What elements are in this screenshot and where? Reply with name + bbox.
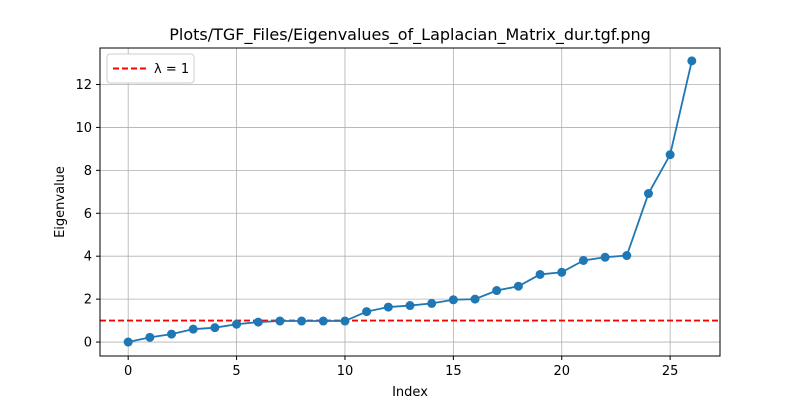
y-tick-label: 2 xyxy=(84,293,92,308)
chart-title: Plots/TGF_Files/Eigenvalues_of_Laplacian… xyxy=(169,25,651,45)
data-point xyxy=(362,307,372,317)
data-point xyxy=(687,56,697,66)
data-point xyxy=(145,332,155,342)
x-tick-label: 20 xyxy=(553,364,570,379)
data-point xyxy=(578,255,588,265)
data-point xyxy=(448,295,458,305)
axes-frame xyxy=(99,47,721,357)
data-point xyxy=(643,189,653,199)
data-point xyxy=(513,281,523,291)
data-point xyxy=(622,251,632,261)
data-point xyxy=(123,337,133,347)
data-point xyxy=(297,316,307,326)
data-point xyxy=(492,286,502,296)
data-point xyxy=(427,298,437,308)
y-axis: 0 2 4 6 8 10 12 xyxy=(75,78,100,351)
data-point xyxy=(470,294,480,304)
data-point xyxy=(383,302,393,312)
x-tick-label: 5 xyxy=(232,364,240,379)
x-tick-label: 10 xyxy=(337,364,354,379)
y-tick-label: 10 xyxy=(75,121,92,136)
legend-reference-line-label: λ = 1 xyxy=(154,62,189,77)
series-layer xyxy=(123,56,697,347)
data-point xyxy=(275,316,285,326)
data-point xyxy=(188,324,198,334)
data-point xyxy=(557,267,567,277)
x-axis: 0 5 10 15 20 25 xyxy=(124,356,678,379)
x-tick-label: 25 xyxy=(662,364,679,379)
y-tick-label: 0 xyxy=(84,336,92,351)
y-tick-label: 4 xyxy=(84,250,92,265)
x-tick-label: 0 xyxy=(124,364,132,379)
y-tick-label: 8 xyxy=(84,164,92,179)
data-point xyxy=(340,316,350,326)
data-point xyxy=(253,317,263,327)
data-point xyxy=(535,269,545,279)
y-axis-label: Eigenvalue xyxy=(53,166,68,238)
legend: λ = 1 xyxy=(106,53,195,84)
data-point xyxy=(665,150,675,160)
y-tick-label: 12 xyxy=(75,78,92,93)
y-tick-label: 6 xyxy=(84,207,92,222)
grid xyxy=(100,48,720,356)
x-axis-label: Index xyxy=(392,385,428,400)
x-tick-label: 15 xyxy=(445,364,462,379)
data-point xyxy=(405,301,415,311)
data-point xyxy=(600,252,610,262)
data-point xyxy=(318,316,328,326)
legend-box xyxy=(106,53,195,84)
data-point xyxy=(167,329,177,339)
data-point xyxy=(232,319,242,329)
series-line xyxy=(127,60,693,343)
data-point xyxy=(210,323,220,333)
